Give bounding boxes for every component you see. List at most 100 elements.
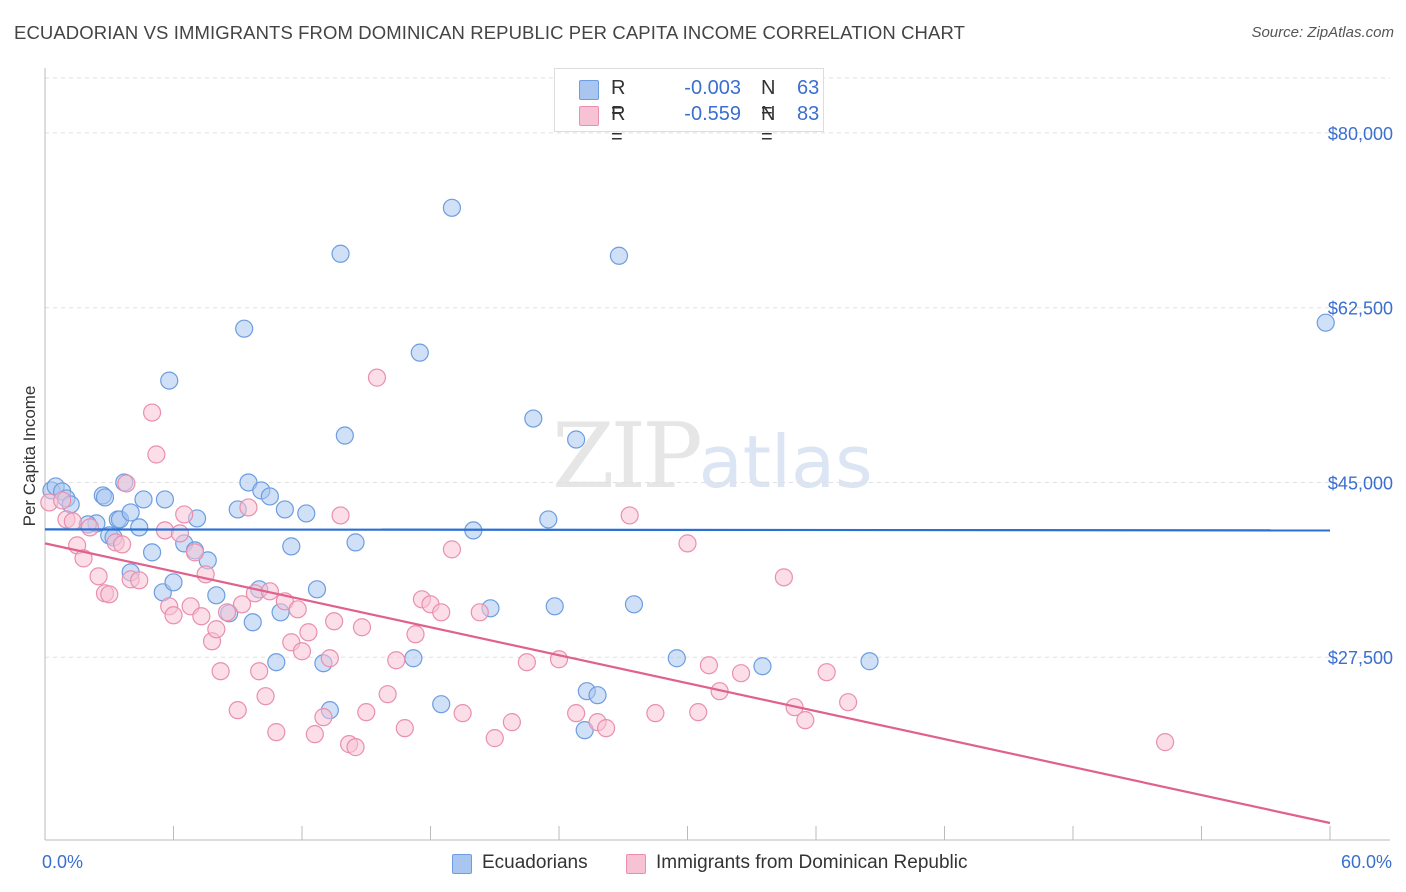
dominican-point: [175, 505, 194, 524]
ecuadorian-point: [545, 597, 564, 616]
dominican-point: [470, 603, 489, 622]
ecuadorian-point: [624, 595, 644, 614]
ecuadorian-point: [331, 244, 350, 263]
dominican-point: [185, 543, 205, 562]
ecuadorian-point: [860, 652, 879, 671]
ecuadorian-point: [442, 198, 462, 217]
dominican-point: [292, 642, 312, 661]
dominican-point: [346, 738, 365, 757]
legend-r-value: -0.003: [684, 77, 741, 99]
bottom-legend-swatch-ecuadorians: [452, 854, 472, 874]
dominican-point: [331, 506, 350, 525]
dominican-point: [305, 725, 324, 744]
dominican-point: [74, 549, 93, 568]
ecuadorian-point: [346, 533, 365, 552]
ecuadorian-point: [130, 518, 149, 537]
ecuadorian-point: [609, 246, 629, 265]
correlation-legend: R = -0.003 N = 63 R = -0.559 N = 83: [554, 68, 824, 148]
y-tick-label: $62,500: [1328, 299, 1393, 319]
ecuadorian-point: [307, 580, 327, 599]
dominican-point: [170, 524, 190, 543]
legend-n-value: 63: [797, 77, 820, 99]
bottom-legend-swatch-dominican: [626, 854, 646, 874]
dominican-point: [256, 687, 275, 706]
ecuadorian-point: [207, 586, 226, 605]
dominican-point: [89, 567, 108, 586]
bottom-legend-label: Immigrants from Dominican Republic: [656, 852, 968, 873]
dominican-point: [567, 704, 586, 723]
legend-n-label: N =: [761, 103, 776, 148]
ecuadorian-point: [160, 371, 179, 390]
ecuadorian-point: [267, 653, 286, 672]
dominican-point: [406, 625, 425, 644]
dominican-point: [817, 663, 836, 682]
dominican-point: [112, 535, 132, 554]
dominican-point: [80, 518, 100, 537]
dominican-point: [100, 585, 119, 604]
ecuadorian-point: [243, 613, 262, 632]
legend-r-label: R =: [611, 77, 626, 122]
ecuadorian-point: [588, 686, 607, 705]
dominican-point: [314, 708, 333, 727]
ecuadorian-point: [524, 409, 543, 428]
dominican-point: [192, 607, 211, 626]
dominican-point: [228, 701, 247, 720]
x-axis-max-label: 60.0%: [1340, 852, 1392, 872]
dominican-point: [267, 723, 286, 742]
dominican-point: [147, 445, 166, 464]
dominican-point: [646, 704, 665, 723]
dominican-trend-line: [44, 542, 1331, 825]
ecuadorian-point: [753, 657, 772, 676]
ecuadorian-point: [335, 426, 354, 445]
ecuadorian-point: [235, 319, 254, 338]
dominican-point: [239, 498, 258, 517]
ecuadorian-point: [260, 487, 279, 506]
dominican-point: [357, 703, 376, 722]
ecuadorian-point: [142, 543, 162, 562]
ecuadorian-point: [155, 490, 175, 509]
dominican-point: [117, 474, 136, 493]
ecuadorian-point: [567, 430, 586, 449]
ecuadorian-point: [275, 500, 294, 519]
dominican-point: [678, 534, 697, 553]
dominican-point: [453, 704, 472, 723]
legend-r-value: -0.559: [684, 103, 741, 125]
dominican-point: [502, 713, 521, 732]
dominican-point: [432, 603, 451, 622]
dominican-point: [620, 506, 639, 525]
dominican-point: [485, 729, 504, 748]
dominican-point: [142, 403, 162, 422]
y-axis-label: Per Capita Income: [20, 385, 39, 527]
dominican-point: [395, 719, 414, 738]
dominican-point: [63, 512, 82, 531]
dominican-point: [299, 623, 318, 642]
dominican-point: [774, 568, 793, 587]
ecuadorian-trend-line: [44, 528, 1331, 532]
ecuadorian-point: [282, 537, 301, 556]
watermark-zip: ZIP: [552, 404, 703, 509]
dominican-point: [207, 620, 226, 639]
dominican-point: [211, 662, 230, 681]
legend-n-value: 83: [797, 103, 820, 125]
dominican-point: [839, 693, 858, 712]
y-tick-label: $27,500: [1328, 648, 1393, 668]
legend-n-label: N =: [761, 77, 776, 122]
ecuadorian-point: [134, 490, 153, 509]
dominican-point: [217, 603, 237, 622]
legend-swatch-dominican: [579, 106, 599, 126]
dominican-point: [1155, 733, 1175, 752]
ecuadorian-point: [410, 343, 429, 362]
dominican-point: [130, 571, 149, 590]
ecuadorian-point: [432, 695, 451, 714]
dominican-point: [387, 651, 406, 670]
dominican-point: [796, 711, 815, 730]
dominican-point: [164, 606, 183, 625]
legend-r-label: R =: [611, 103, 626, 148]
dominican-point: [367, 368, 387, 387]
dominican-point: [250, 662, 269, 681]
dominican-point: [288, 600, 307, 619]
dominican-point: [689, 703, 708, 722]
ecuadorian-point: [404, 649, 423, 668]
ecuadorian-point: [539, 510, 558, 529]
